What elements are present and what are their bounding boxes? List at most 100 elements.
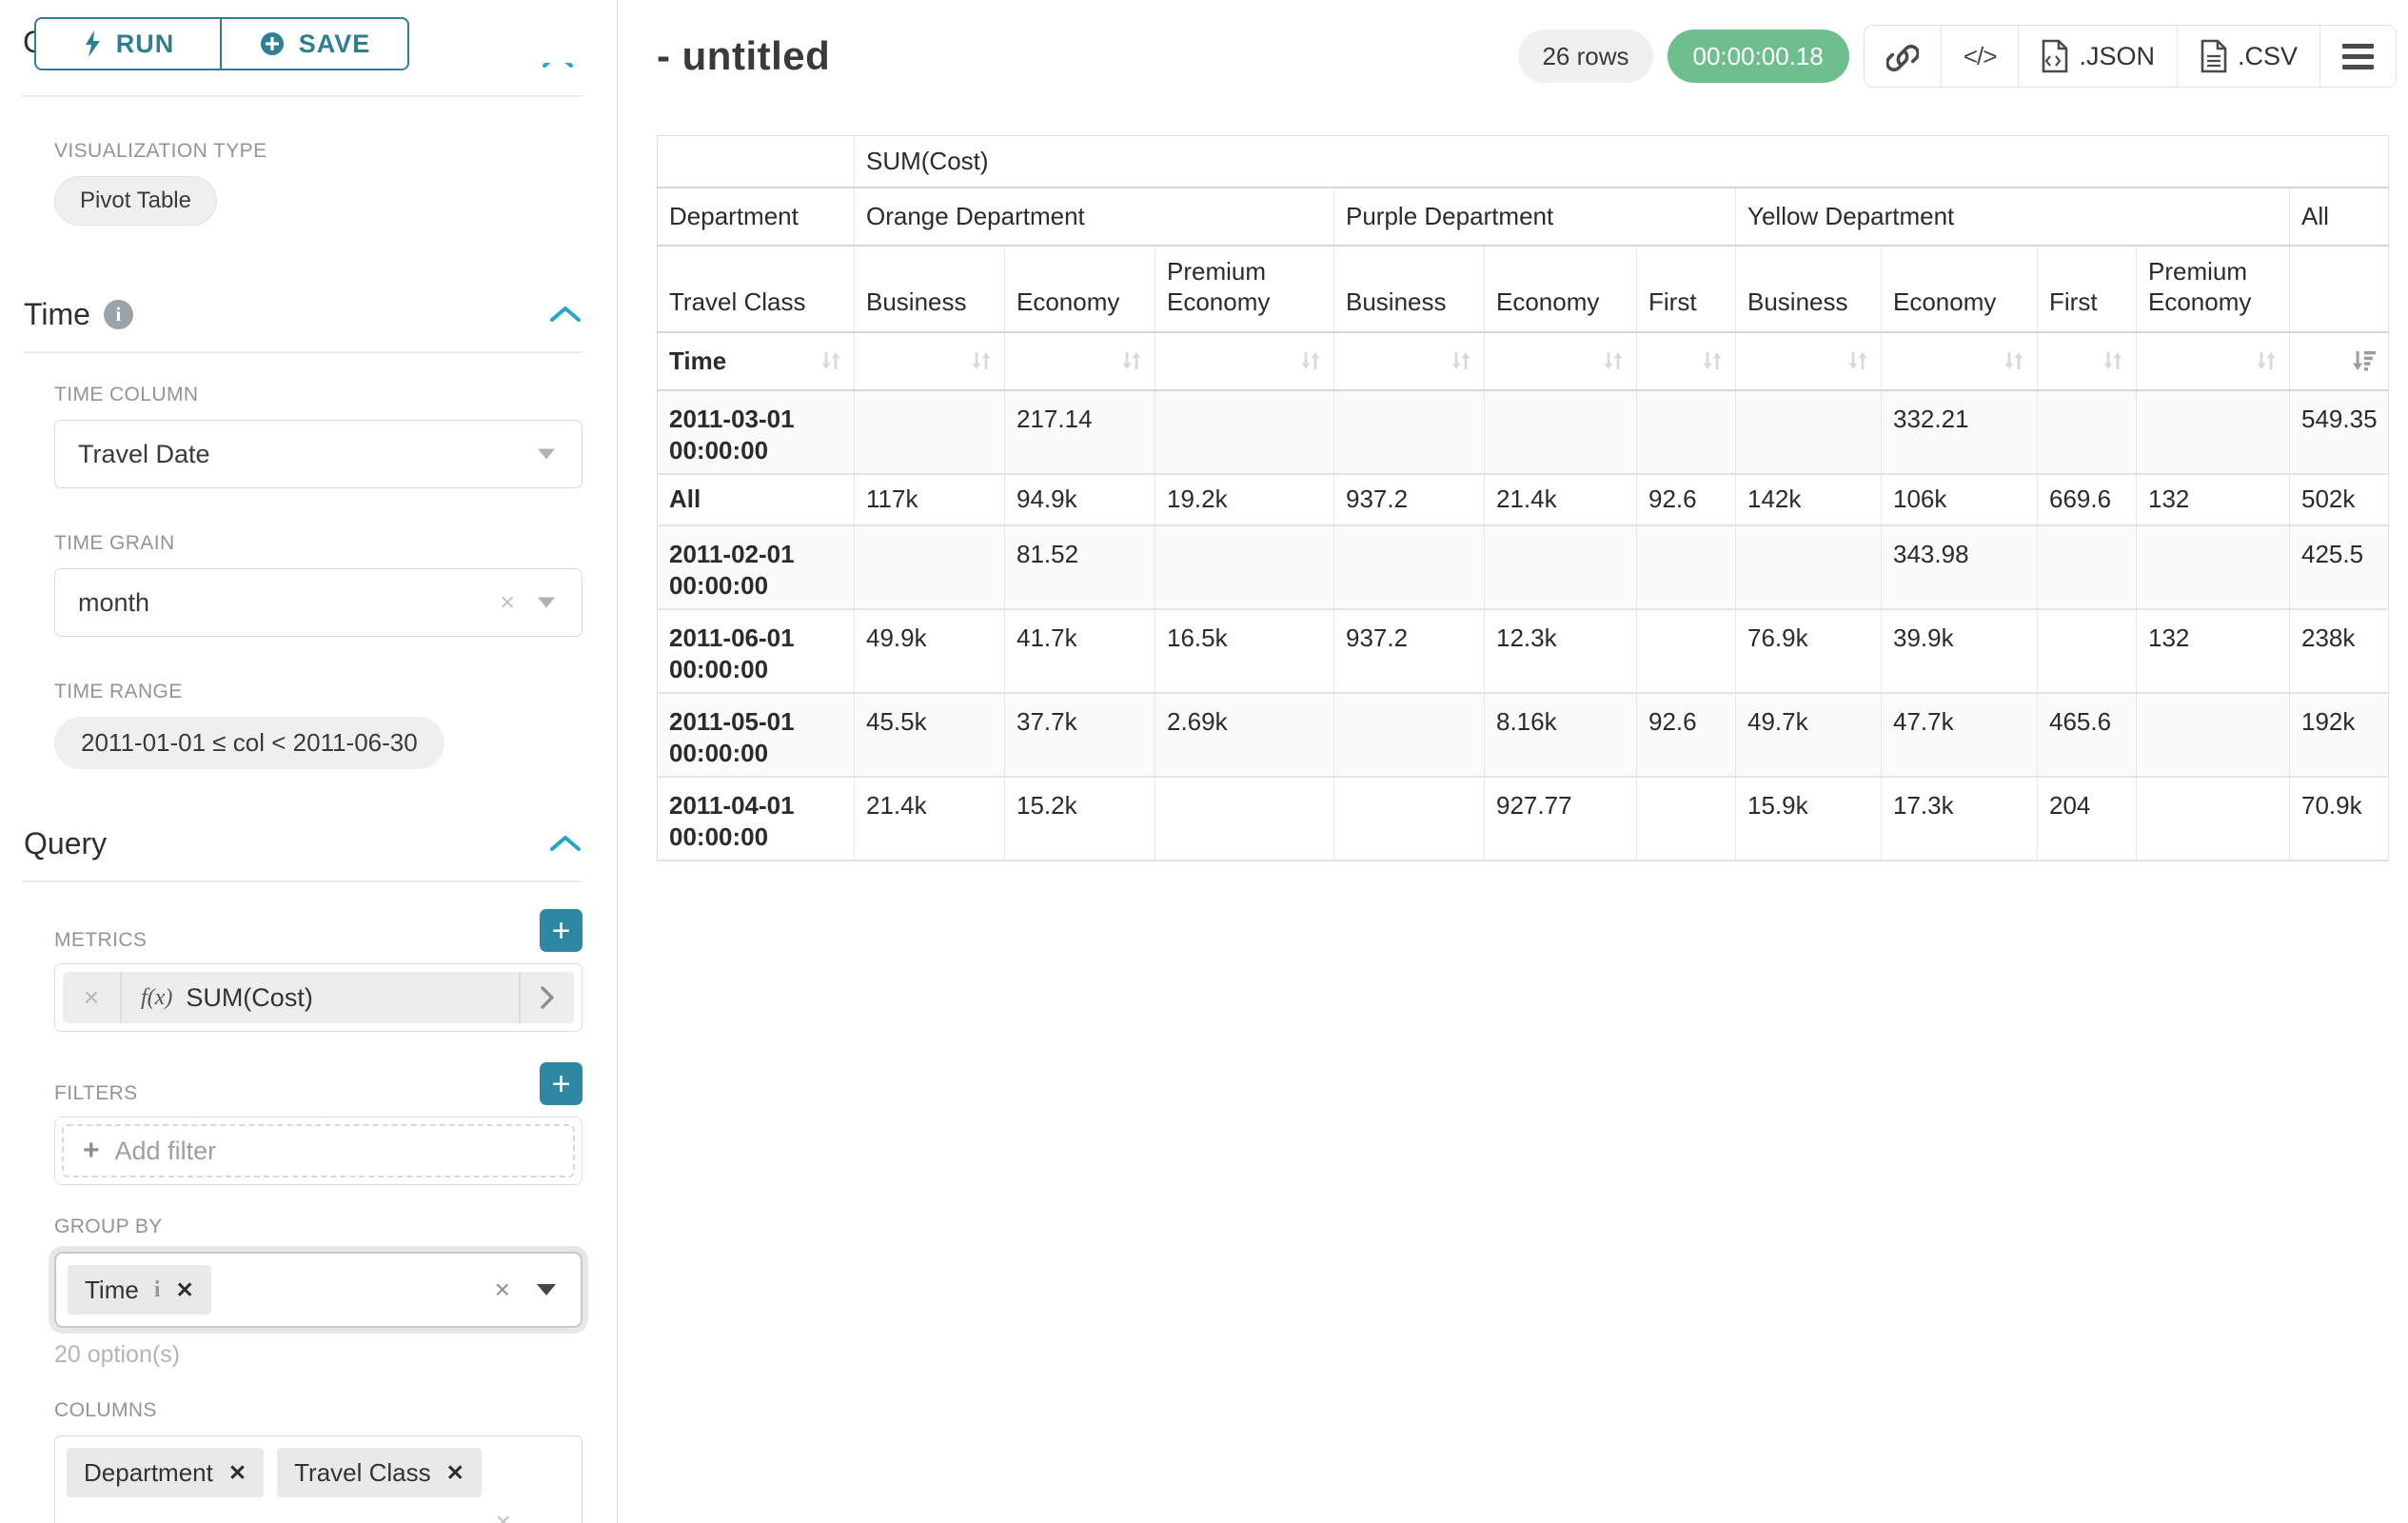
add-filter-button[interactable]: + Add filter: [62, 1124, 575, 1177]
pivot-sort-cell[interactable]: [1155, 331, 1334, 390]
pivot-sort-cell[interactable]: [1484, 331, 1637, 390]
time-range-pill[interactable]: 2011-01-01 ≤ col < 2011-06-30: [54, 717, 444, 769]
sort-icon[interactable]: [1297, 347, 1324, 374]
pivot-department-row: Department Orange Department Purple Depart…: [657, 187, 2390, 246]
columns-option-pill[interactable]: Travel Class ✕: [277, 1448, 482, 1497]
embed-code-button[interactable]: </>: [1941, 26, 2020, 87]
time-grain-select[interactable]: month ×: [54, 568, 582, 637]
columns-option-pill[interactable]: Department ✕: [67, 1448, 265, 1497]
pivot-cell: [2037, 524, 2137, 609]
pivot-cell: [1155, 389, 1334, 474]
pivot-cell: 937.2: [1333, 473, 1485, 525]
chevron-down-icon[interactable]: [538, 597, 555, 608]
export-csv-button[interactable]: .CSV: [2177, 26, 2320, 87]
clear-icon[interactable]: ×: [500, 587, 515, 617]
pivot-cell: 47.7k: [1881, 692, 2038, 777]
sort-icon[interactable]: [1448, 347, 1474, 374]
add-metric-button[interactable]: +: [540, 909, 582, 952]
save-button[interactable]: SAVE: [221, 17, 409, 70]
info-icon[interactable]: i: [103, 300, 133, 329]
pivot-cell: 332.21: [1881, 389, 2038, 474]
sort-icon[interactable]: [1699, 347, 1726, 374]
group-by-select[interactable]: Time i ✕ ×: [54, 1252, 582, 1328]
pivot-cell: 92.6: [1636, 473, 1736, 525]
pivot-data-row: 2011-05-01 00:00:00 45.5k 37.7k 2.69k 8.16k 9…: [657, 692, 2390, 777]
pivot-cell: [1484, 389, 1637, 474]
pivot-row-header: 2011-03-01 00:00:00: [657, 389, 855, 474]
copy-link-button[interactable]: [1864, 26, 1942, 87]
sort-icon[interactable]: [1118, 347, 1145, 374]
pivot-sort-cell[interactable]: [854, 331, 1005, 390]
divider: [23, 880, 582, 882]
pivot-cell: [1735, 524, 1882, 609]
group-by-label: GROUP BY: [54, 1216, 163, 1237]
divider: [23, 351, 582, 353]
clear-icon[interactable]: ×: [495, 1507, 511, 1523]
clear-icon[interactable]: ×: [494, 1275, 510, 1304]
chevron-down-icon[interactable]: [537, 1284, 556, 1296]
pivot-cell: 238k: [2289, 608, 2390, 693]
pivot-table-container: SUM(Cost) Department Orange Department Pur…: [657, 135, 2397, 861]
pivot-cell: 132: [2136, 473, 2290, 525]
pivot-cell: [1333, 776, 1485, 860]
sort-icon[interactable]: [1600, 347, 1627, 374]
pivot-sort-cell[interactable]: [1636, 331, 1736, 390]
time-section-title: Time: [24, 297, 90, 331]
pivot-cell: [2037, 389, 2137, 474]
pivot-cell: 106k: [1881, 473, 2038, 525]
pivot-sort-cell[interactable]: [2289, 331, 2390, 390]
sort-icon[interactable]: [818, 347, 844, 374]
filters-box: + Add filter: [54, 1117, 582, 1185]
chevron-right-icon[interactable]: [519, 972, 574, 1023]
sort-descending-icon[interactable]: [2350, 347, 2378, 374]
remove-option-icon[interactable]: ✕: [175, 1276, 194, 1302]
group-by-option-pill[interactable]: Time i ✕: [68, 1265, 211, 1315]
pivot-sort-cell[interactable]: [2136, 331, 2290, 390]
pivot-cell: 2.69k: [1155, 692, 1334, 777]
pivot-cell: 19.2k: [1155, 473, 1334, 525]
pivot-row-header: 2011-02-01 00:00:00: [657, 524, 855, 609]
metric-pill[interactable]: × f(x) SUM(Cost): [63, 972, 574, 1023]
pivot-data-row: All 117k 94.9k 19.2k 937.2 21.4k 92.6 142k 106k 6…: [657, 473, 2390, 525]
pivot-sort-cell[interactable]: [1333, 331, 1485, 390]
pivot-cell: 92.6: [1636, 692, 1736, 777]
chart-type-section-clipped: Chart Type RUN SAVE: [0, 0, 617, 95]
pivot-sort-cell[interactable]: [1735, 331, 1882, 390]
time-column-select[interactable]: Travel Date: [54, 420, 582, 488]
run-button[interactable]: RUN: [34, 17, 221, 70]
remove-metric-icon[interactable]: ×: [63, 972, 122, 1023]
pivot-cell: 37.7k: [1004, 692, 1155, 777]
pivot-column-group-header: Yellow Department: [1735, 187, 2290, 246]
pivot-sort-cell[interactable]: [2037, 331, 2137, 390]
sort-icon[interactable]: [1845, 347, 1871, 374]
pivot-cell: [1735, 389, 1882, 474]
remove-option-icon[interactable]: ✕: [227, 1459, 247, 1485]
chevron-up-icon[interactable]: [548, 304, 582, 326]
pivot-cell: 15.9k: [1735, 776, 1882, 860]
chevron-up-icon[interactable]: [541, 63, 575, 71]
pivot-cell: 49.7k: [1735, 692, 1882, 777]
pivot-sort-cell[interactable]: [1004, 331, 1155, 390]
pivot-time-header[interactable]: Time: [657, 331, 855, 390]
sort-icon[interactable]: [2100, 347, 2126, 374]
add-filter-plus-button[interactable]: +: [540, 1062, 582, 1105]
menu-button[interactable]: [2320, 26, 2396, 87]
csv-file-icon: [2201, 39, 2227, 73]
pivot-cell: 142k: [1735, 473, 1882, 525]
sort-icon[interactable]: [968, 347, 995, 374]
result-controls: 26 rows 00:00:00.18 </>: [1518, 25, 2397, 88]
chevron-down-icon[interactable]: [538, 448, 555, 460]
pivot-sort-cell[interactable]: [1881, 331, 2038, 390]
pivot-cell: [854, 524, 1005, 609]
chevron-up-icon[interactable]: [548, 833, 582, 855]
pivot-cell: [1155, 524, 1334, 609]
visualization-type-pill[interactable]: Pivot Table: [54, 176, 217, 226]
columns-select[interactable]: Department ✕ Travel Class ✕ ×: [54, 1435, 582, 1523]
export-json-button[interactable]: .JSON: [2019, 26, 2178, 87]
sort-icon[interactable]: [2001, 347, 2027, 374]
divider: [22, 95, 582, 97]
sort-icon[interactable]: [2253, 347, 2280, 374]
remove-option-icon[interactable]: ✕: [445, 1459, 464, 1485]
pivot-column-header: Premium Economy: [1155, 245, 1334, 332]
